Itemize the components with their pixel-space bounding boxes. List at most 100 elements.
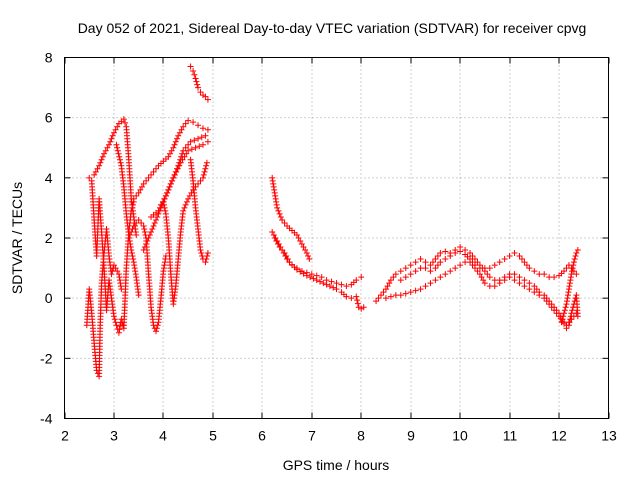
data-point-interp bbox=[484, 271, 491, 278]
data-point-interp bbox=[99, 153, 106, 160]
axis-ticks bbox=[64, 57, 610, 419]
data-point bbox=[412, 268, 419, 275]
data-point-interp bbox=[114, 123, 121, 130]
data-point bbox=[175, 132, 182, 139]
data-point bbox=[113, 322, 120, 329]
data-point bbox=[491, 283, 498, 290]
data-point bbox=[281, 250, 288, 257]
data-point bbox=[457, 262, 464, 269]
data-point bbox=[407, 262, 414, 269]
data-point bbox=[397, 268, 404, 275]
data-point bbox=[177, 159, 184, 166]
data-point bbox=[501, 256, 508, 263]
x-axis-label: GPS time / hours bbox=[283, 457, 390, 473]
data-point-interp bbox=[200, 171, 207, 178]
data-point-interp bbox=[284, 256, 291, 263]
data-point-interp bbox=[114, 268, 121, 275]
data-point-interp bbox=[179, 156, 186, 163]
data-point bbox=[343, 283, 350, 290]
data-point-interp bbox=[203, 162, 210, 169]
data-point bbox=[135, 189, 142, 196]
data-point-interp bbox=[176, 129, 183, 136]
data-point bbox=[115, 329, 122, 336]
data-point-interp bbox=[295, 235, 302, 241]
data-point-interp bbox=[185, 141, 192, 148]
data-point bbox=[407, 289, 414, 296]
data-point bbox=[467, 250, 474, 257]
data-point-interp bbox=[107, 138, 114, 145]
data-point bbox=[348, 295, 355, 302]
x-tick-label: 13 bbox=[601, 428, 617, 444]
data-point-interp bbox=[297, 238, 304, 245]
data-point bbox=[558, 319, 565, 326]
data-point bbox=[135, 216, 142, 223]
data-point bbox=[180, 207, 187, 214]
data-point bbox=[526, 280, 533, 287]
data-point-interp bbox=[569, 307, 576, 314]
data-point-interp bbox=[129, 204, 136, 211]
data-point-interp bbox=[112, 319, 119, 326]
x-tick-label: 11 bbox=[503, 428, 518, 444]
x-tick-label: 9 bbox=[407, 428, 415, 444]
data-point bbox=[91, 171, 98, 178]
data-point bbox=[96, 162, 103, 169]
data-point bbox=[541, 271, 548, 278]
data-point bbox=[279, 216, 286, 223]
data-point bbox=[516, 253, 523, 260]
data-point-interp bbox=[127, 231, 134, 238]
data-point bbox=[360, 304, 367, 311]
data-point bbox=[536, 292, 543, 299]
data-point bbox=[422, 259, 429, 266]
data-point-interp bbox=[130, 256, 137, 263]
data-point bbox=[353, 293, 360, 300]
series-arc-4c bbox=[397, 248, 580, 284]
data-point bbox=[565, 322, 572, 329]
data-point-interp bbox=[133, 192, 140, 199]
data-point bbox=[427, 280, 434, 287]
data-point bbox=[185, 147, 192, 154]
data-point bbox=[185, 117, 192, 124]
data-point-interp bbox=[562, 304, 569, 311]
data-point bbox=[447, 268, 454, 275]
data-point bbox=[195, 84, 202, 91]
series-arc-3a bbox=[269, 174, 313, 263]
data-point-interp bbox=[114, 144, 121, 151]
data-point-interp bbox=[165, 186, 172, 193]
data-point-interp bbox=[117, 322, 124, 329]
data-point-interp bbox=[570, 262, 577, 269]
data-point bbox=[432, 265, 439, 272]
data-point bbox=[333, 280, 340, 287]
data-point-interp bbox=[274, 241, 281, 248]
data-point bbox=[204, 96, 211, 103]
data-point bbox=[308, 271, 315, 278]
data-point bbox=[274, 204, 281, 211]
data-point bbox=[392, 271, 399, 278]
data-point bbox=[298, 241, 305, 248]
data-point bbox=[412, 287, 419, 294]
y-tick-labels: -4 -2 0 2 4 6 8 bbox=[40, 50, 53, 427]
data-point bbox=[551, 274, 558, 281]
data-point bbox=[128, 207, 135, 214]
data-point-interp bbox=[114, 147, 121, 154]
data-point bbox=[293, 231, 300, 238]
data-point bbox=[551, 307, 558, 314]
data-point bbox=[481, 280, 488, 287]
data-point-interp bbox=[354, 300, 361, 307]
data-point-interp bbox=[518, 256, 525, 263]
data-point-interp bbox=[300, 244, 307, 251]
data-point bbox=[442, 248, 449, 255]
data-point bbox=[128, 198, 135, 205]
series-arc-2e bbox=[187, 156, 211, 266]
data-point-interp bbox=[386, 280, 393, 287]
data-point bbox=[574, 313, 581, 320]
y-tick-label: 4 bbox=[45, 170, 53, 186]
data-point bbox=[202, 259, 209, 266]
data-point bbox=[203, 159, 210, 166]
data-point-interp bbox=[129, 201, 136, 208]
data-point bbox=[486, 265, 493, 272]
data-point bbox=[452, 250, 459, 257]
data-point bbox=[358, 274, 365, 281]
series-arc-2d bbox=[157, 159, 210, 308]
data-point-interp bbox=[569, 265, 576, 272]
data-point-interp bbox=[270, 231, 277, 238]
